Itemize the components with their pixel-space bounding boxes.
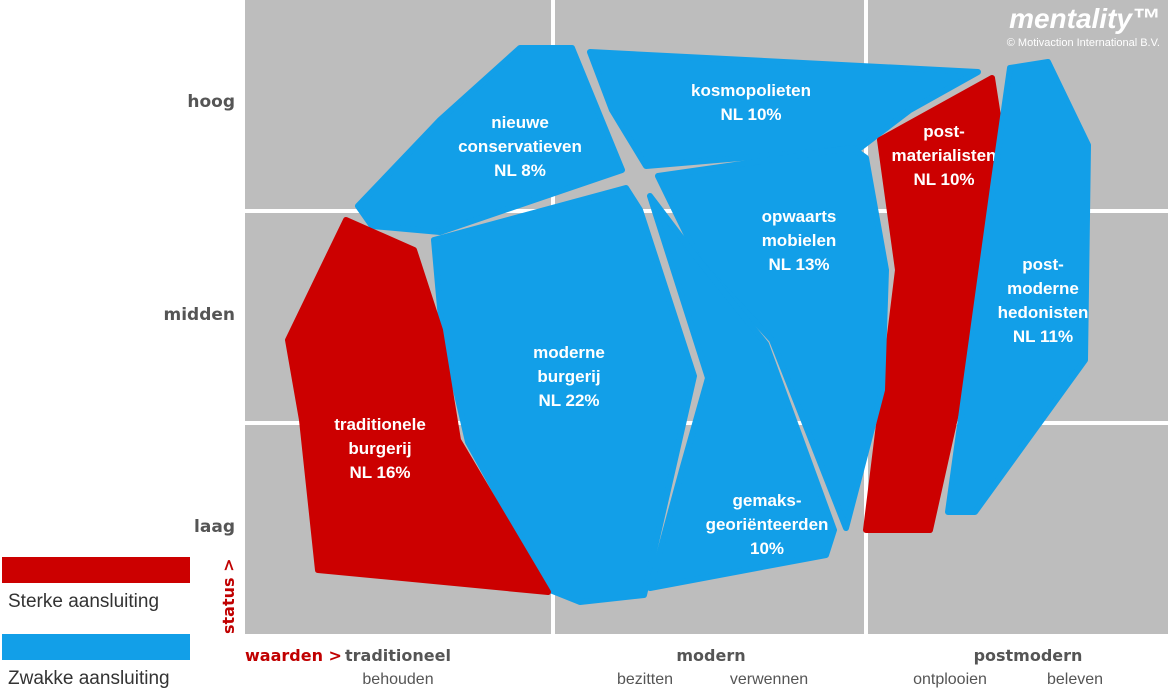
segment-label-line: burgerij: [537, 367, 600, 386]
segment-label-line: materialisten: [892, 146, 997, 165]
x-sub-behouden: behouden: [362, 671, 433, 688]
legend-label-strong: Sterke aansluiting: [8, 591, 159, 612]
segment-label-line: gemaks-: [733, 491, 802, 510]
x-axis-title: waarden >: [245, 646, 342, 665]
legend: Sterke aansluiting Zwakke aansluiting: [2, 557, 190, 689]
x-sub-bezitten: bezitten: [617, 671, 673, 688]
x-group-modern: modern: [676, 646, 745, 665]
segment-gemaksgeorienteerden: gemaks-georiënteerden 10%: [647, 193, 837, 591]
legend-swatch-strong: [2, 557, 190, 583]
brand-logo: mentality™: [1009, 3, 1160, 34]
segment-label-line: post-: [923, 122, 965, 141]
x-group-postmodern: postmodern: [974, 646, 1083, 665]
x-sub-verwennen: verwennen: [730, 671, 808, 688]
segment-postmoderne-hedonisten: post-moderne hedonisten NL 11%: [945, 59, 1091, 515]
segment-label-line: NL 16%: [349, 463, 410, 482]
segment-label: kosmopolieten NL 10%: [691, 81, 811, 124]
segment-label: opwaarts mobielen NL 13%: [762, 207, 837, 274]
segment-label-line: opwaarts: [762, 207, 837, 226]
segment-label-line: georiënteerden: [706, 515, 829, 534]
segment-shape: [647, 193, 837, 591]
legend-label-weak: Zwakke aansluiting: [8, 668, 170, 689]
segment-label-line: traditionele: [334, 415, 426, 434]
segment-label-line: moderne: [1007, 279, 1079, 298]
x-sub-ontplooien: ontplooien: [913, 671, 987, 688]
segment-label-line: burgerij: [348, 439, 411, 458]
segment-label: traditionele burgerij NL 16%: [334, 415, 426, 482]
segment-shape: [945, 59, 1091, 515]
y-level-laag: laag: [194, 517, 235, 537]
segment-label: post-moderne hedonisten NL 11%: [998, 255, 1089, 346]
segment-shape: [587, 49, 981, 169]
segment-label-line: nieuwe: [491, 113, 549, 132]
segment-label: gemaks-georiënteerden 10%: [706, 491, 829, 558]
segment-label-line: NL 8%: [494, 161, 546, 180]
segment-moderne-burgerij: moderne burgerij NL 22%: [431, 185, 697, 605]
segment-label-line: NL 10%: [913, 170, 974, 189]
segment-label-line: mobielen: [762, 231, 837, 250]
legend-swatch-weak: [2, 634, 190, 660]
segment-shape: [285, 217, 551, 595]
segment-nieuwe-conservatieven: nieuwe conservatieven NL 8%: [355, 45, 625, 235]
segment-label-line: conservatieven: [458, 137, 582, 156]
segment-traditionele-burgerij: traditionele burgerij NL 16%: [285, 217, 551, 595]
segment-label: post-materialisten NL 10%: [892, 122, 997, 189]
segment-shape: [431, 185, 697, 605]
y-level-midden: midden: [163, 305, 235, 325]
segment-label-line: NL 22%: [538, 391, 599, 410]
segment-label-line: NL 10%: [720, 105, 781, 124]
segment-label-line: post-: [1022, 255, 1064, 274]
y-axis-title: status >: [219, 558, 238, 634]
segment-label-line: NL 11%: [1013, 327, 1073, 346]
copyright-text: © Motivaction International B.V.: [1007, 37, 1160, 49]
segment-label-line: moderne: [533, 343, 605, 362]
segment-label-line: hedonisten: [998, 303, 1089, 322]
x-group-traditioneel: traditioneel: [345, 646, 451, 665]
segment-label-line: kosmopolieten: [691, 81, 811, 100]
segments: nieuwe conservatieven NL 8% kosmopolieten N…: [285, 45, 1091, 605]
segment-label-line: 10%: [750, 539, 784, 558]
segment-label-line: NL 13%: [768, 255, 829, 274]
y-level-hoog: hoog: [187, 92, 235, 112]
segment-label: nieuwe conservatieven NL 8%: [458, 113, 582, 180]
x-sub-beleven: beleven: [1047, 671, 1103, 688]
segment-shape: [355, 45, 625, 235]
segment-kosmopolieten: kosmopolieten NL 10%: [587, 49, 981, 169]
segment-label: moderne burgerij NL 22%: [533, 343, 605, 410]
